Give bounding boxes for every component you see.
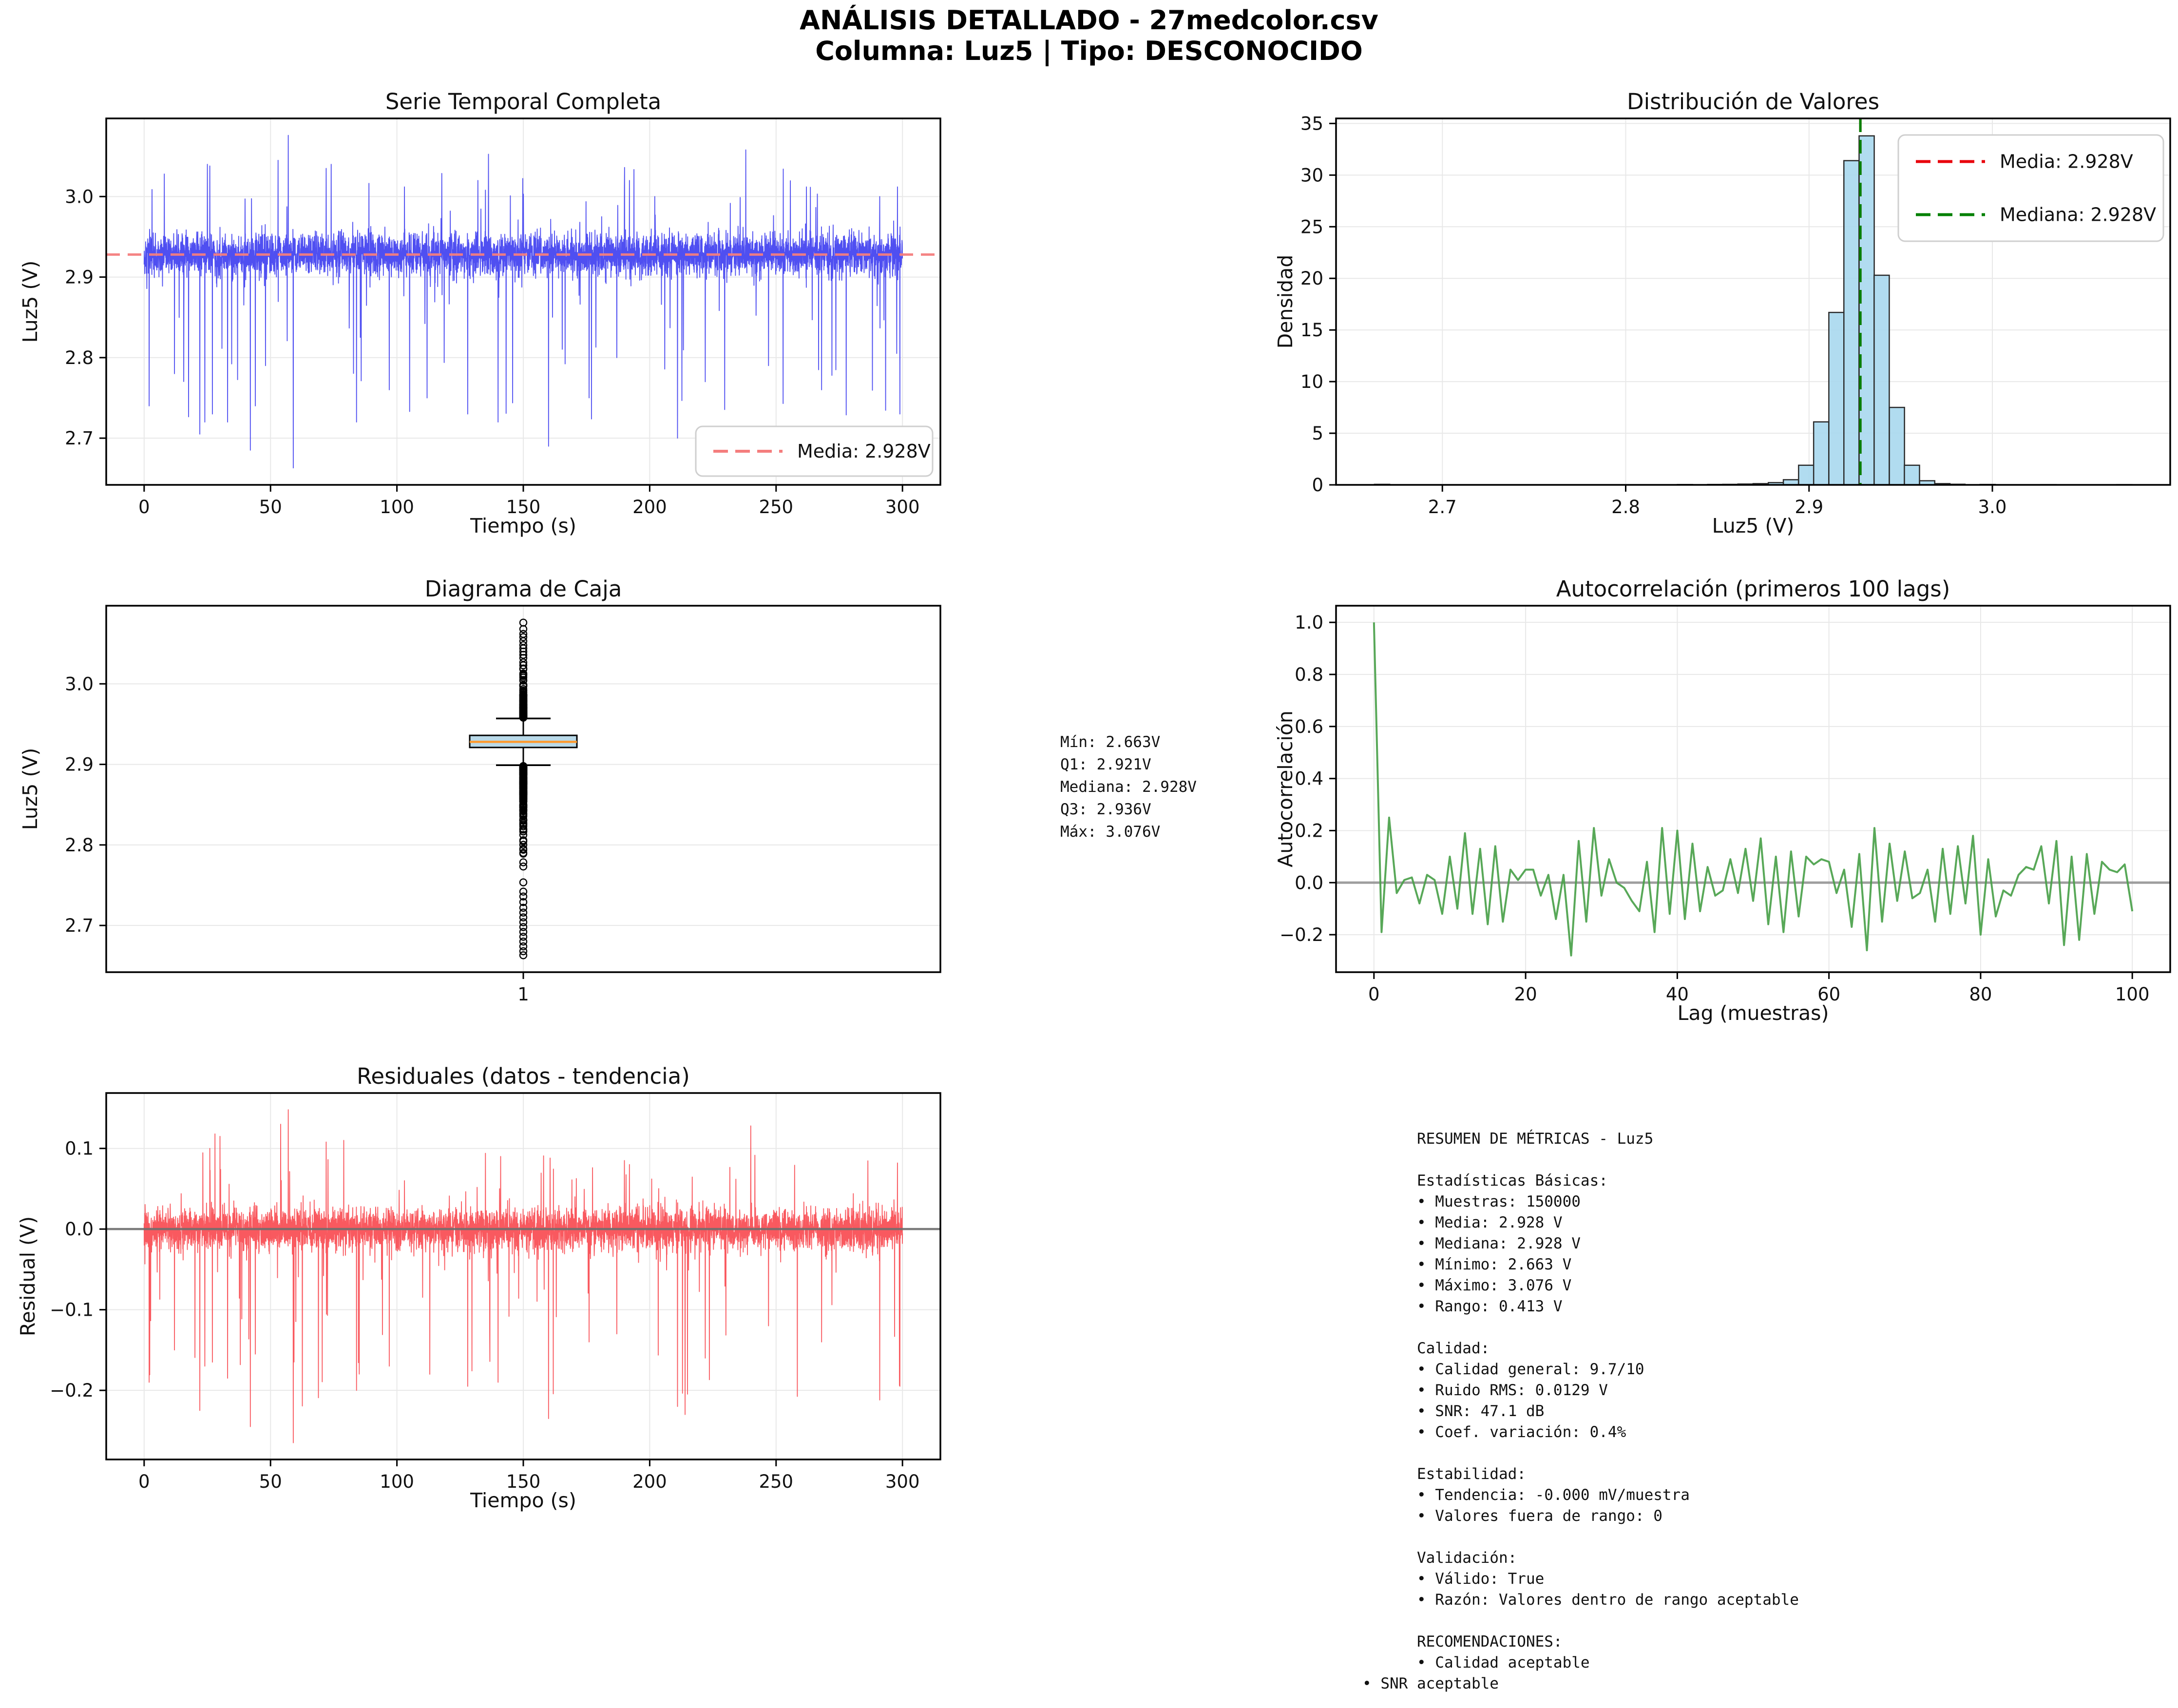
tick-label: 20 — [1514, 984, 1537, 1005]
box-ylabel: Luz5 (V) — [19, 748, 42, 830]
serie-ylabel: Luz5 (V) — [19, 260, 42, 343]
legend-label: Mediana: 2.928V — [2000, 204, 2156, 226]
tick-label: 100 — [2115, 984, 2150, 1005]
serie-xlabel: Tiempo (s) — [470, 514, 576, 537]
tick-label: 30 — [1300, 165, 1323, 186]
tick-label: 60 — [1817, 984, 1840, 1005]
tick-label: 2.8 — [65, 347, 94, 368]
autocorrelacion-chart: 0 20 40 60 80 100 −0.2 0.0 0.2 0.4 0.6 0.8 1.0 — [1280, 605, 2171, 1005]
box-title: Diagrama de Caja — [424, 576, 622, 602]
tick-label: 0.1 — [65, 1138, 94, 1159]
tick-label: 0 — [138, 1471, 150, 1492]
serie-temporal-chart: 0 50 100 150 200 250 300 2.7 2.8 2.9 3.0 Media: 2.9… — [65, 117, 941, 518]
tick-label: 200 — [632, 1471, 667, 1492]
resid-ylabel: Residual (V) — [16, 1216, 39, 1337]
boxplot-stats-text: Mín: 2.663V Q1: 2.921V Mediana: 2.928V Q… — [1060, 733, 1197, 841]
tick-label: 2.7 — [65, 915, 94, 936]
tick-label: 0 — [1312, 475, 1323, 496]
tick-label: 150 — [506, 497, 541, 518]
tick-label: 20 — [1300, 268, 1323, 289]
tick-label: 15 — [1300, 320, 1323, 341]
figure-suptitle: ANÁLISIS DETALLADO - 27medcolor.csv Colu… — [0, 5, 2178, 66]
tick-label: −0.2 — [1280, 924, 1323, 945]
legend-label: Media: 2.928V — [797, 441, 931, 462]
tick-label: 35 — [1300, 113, 1323, 134]
tick-label: 300 — [885, 497, 920, 518]
resid-title: Residuales (datos - tendencia) — [357, 1063, 690, 1089]
tick-label: 250 — [759, 497, 793, 518]
tick-label: 0.0 — [65, 1219, 94, 1240]
tick-label: 3.0 — [1978, 497, 2007, 518]
tick-label: 2.8 — [1611, 497, 1640, 518]
tick-label: 100 — [380, 1471, 414, 1492]
residuales-chart: 0 50 100 150 200 250 300 −0.2 −0.1 0.0 0.1 — [50, 1092, 941, 1492]
tick-label: 1.0 — [1295, 612, 1323, 633]
tick-label: 2.8 — [65, 835, 94, 856]
hist-ylabel: Densidad — [1274, 254, 1297, 349]
distribucion-histogram-chart: 2.7 2.8 2.9 3.0 0 5 10 15 20 25 30 35 Media: 2.928V M… — [1300, 113, 2171, 518]
tick-label: −0.1 — [50, 1300, 94, 1321]
acf-xlabel: Lag (muestras) — [1677, 1001, 1829, 1025]
tick-label: 3.0 — [65, 186, 94, 207]
tick-label: 50 — [259, 1471, 282, 1492]
tick-label: 0.0 — [1295, 872, 1323, 893]
tick-label: 80 — [1969, 984, 1992, 1005]
tick-label: 0 — [1368, 984, 1380, 1005]
tick-label: 250 — [759, 1471, 793, 1492]
tick-label: 300 — [885, 1471, 920, 1492]
suptitle-line-2: Columna: Luz5 | Tipo: DESCONOCIDO — [815, 36, 1363, 66]
tick-label: 2.9 — [65, 754, 94, 775]
tick-label: 2.9 — [65, 267, 94, 288]
tick-label: 200 — [632, 497, 667, 518]
tick-label: −0.2 — [50, 1380, 94, 1401]
tick-label: 50 — [259, 497, 282, 518]
tick-label: 0.4 — [1295, 768, 1323, 789]
suptitle-line-1: ANÁLISIS DETALLADO - 27medcolor.csv — [800, 5, 1378, 36]
tick-label: 100 — [380, 497, 414, 518]
tick-label: 2.9 — [1795, 497, 1823, 518]
tick-label: 0.8 — [1295, 664, 1323, 685]
serie-title: Serie Temporal Completa — [385, 89, 662, 115]
tick-label: 1 — [517, 984, 529, 1005]
tick-label: 150 — [506, 1471, 541, 1492]
acf-ylabel: Autocorrelación — [1274, 710, 1297, 867]
tick-label: 2.7 — [65, 428, 94, 449]
hist-xlabel: Luz5 (V) — [1712, 514, 1795, 537]
legend-label: Media: 2.928V — [2000, 151, 2133, 173]
tick-label: 40 — [1666, 984, 1689, 1005]
tick-label: 10 — [1300, 371, 1323, 392]
metrics-summary-text: RESUMEN DE MÉTRICAS - Luz5 Estadísticas … — [1362, 1130, 1799, 1692]
tick-label: 0.2 — [1295, 820, 1323, 841]
acf-title: Autocorrelación (primeros 100 lags) — [1556, 576, 1950, 602]
tick-label: 3.0 — [65, 673, 94, 694]
resid-xlabel: Tiempo (s) — [470, 1489, 576, 1512]
tick-label: 25 — [1300, 216, 1323, 237]
tick-label: 2.7 — [1428, 497, 1457, 518]
diagrama-caja-chart: 1 2.7 2.8 2.9 3.0 — [65, 605, 941, 1005]
hist-title: Distribución de Valores — [1626, 89, 1880, 115]
tick-label: 0.6 — [1295, 716, 1323, 737]
tick-label: 0 — [138, 497, 150, 518]
tick-label: 5 — [1312, 423, 1323, 444]
